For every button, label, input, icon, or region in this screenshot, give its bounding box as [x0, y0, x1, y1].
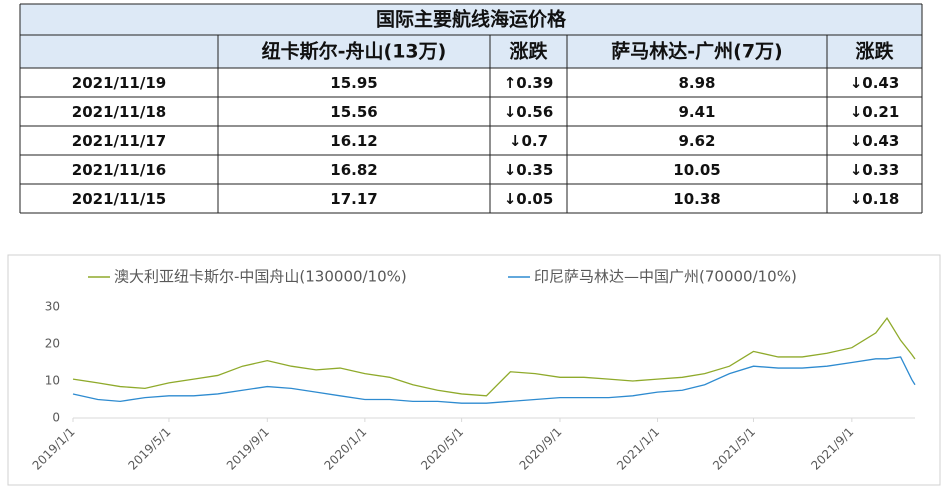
- value-cell: 8.98: [678, 74, 715, 92]
- value-cell: 10.38: [673, 190, 720, 208]
- x-tick-label: 2019/5/1: [126, 425, 174, 473]
- x-tick-label: 2021/5/1: [710, 425, 758, 473]
- date-cell: 2021/11/17: [72, 132, 166, 150]
- value-cell: 9.62: [678, 132, 715, 150]
- column-header: 萨马林达-广州(7万): [611, 40, 782, 63]
- x-tick-label: 2020/5/1: [418, 425, 466, 473]
- legend-label: 印尼萨马林达—中国广州(70000/10%): [534, 268, 797, 286]
- value-cell: ↓0.18: [850, 190, 900, 208]
- x-tick-label: 2020/1/1: [321, 425, 369, 473]
- value-cell: ↓0.35: [504, 161, 554, 179]
- column-header: 纽卡斯尔-舟山(13万): [262, 40, 447, 63]
- value-cell: 16.82: [330, 161, 377, 179]
- chart-frame: [7, 254, 941, 486]
- value-cell: ↓0.43: [850, 74, 900, 92]
- column-header: 涨跌: [509, 40, 548, 63]
- date-cell: 2021/11/19: [72, 74, 166, 92]
- date-cell: 2021/11/18: [72, 103, 166, 121]
- title-bg: [20, 4, 922, 68]
- value-cell: ↓0.43: [850, 132, 900, 150]
- value-cell: ↓0.05: [504, 190, 554, 208]
- y-tick-label: 20: [45, 337, 60, 351]
- value-cell: 15.56: [330, 103, 377, 121]
- x-tick-label: 2019/9/1: [224, 425, 272, 473]
- value-cell: ↓0.33: [850, 161, 900, 179]
- value-cell: ↑0.39: [504, 74, 554, 92]
- x-tick-label: 2021/1/1: [614, 425, 662, 473]
- table-title: 国际主要航线海运价格: [376, 8, 567, 31]
- series-line: [72, 316, 916, 397]
- date-cell: 2021/11/16: [72, 161, 166, 179]
- column-header: 涨跌: [855, 40, 894, 63]
- value-cell: 10.05: [673, 161, 720, 179]
- x-tick-label: 2021/9/1: [808, 425, 856, 473]
- x-tick-label: 2020/9/1: [517, 425, 565, 473]
- value-cell: ↓0.56: [504, 103, 554, 121]
- value-cell: ↓0.21: [850, 103, 900, 121]
- value-cell: 17.17: [330, 190, 377, 208]
- value-cell: 9.41: [678, 103, 715, 121]
- x-tick-label: 2019/1/1: [30, 425, 78, 473]
- value-cell: 15.95: [330, 74, 377, 92]
- series-line: [72, 356, 916, 404]
- y-tick-label: 10: [45, 374, 60, 388]
- value-cell: ↓0.7: [509, 132, 548, 150]
- y-tick-label: 30: [45, 300, 60, 314]
- value-cell: 16.12: [330, 132, 377, 150]
- legend-label: 澳大利亚纽卡斯尔-中国舟山(130000/10%): [114, 268, 407, 286]
- y-tick-label: 0: [52, 411, 60, 425]
- date-cell: 2021/11/15: [72, 190, 166, 208]
